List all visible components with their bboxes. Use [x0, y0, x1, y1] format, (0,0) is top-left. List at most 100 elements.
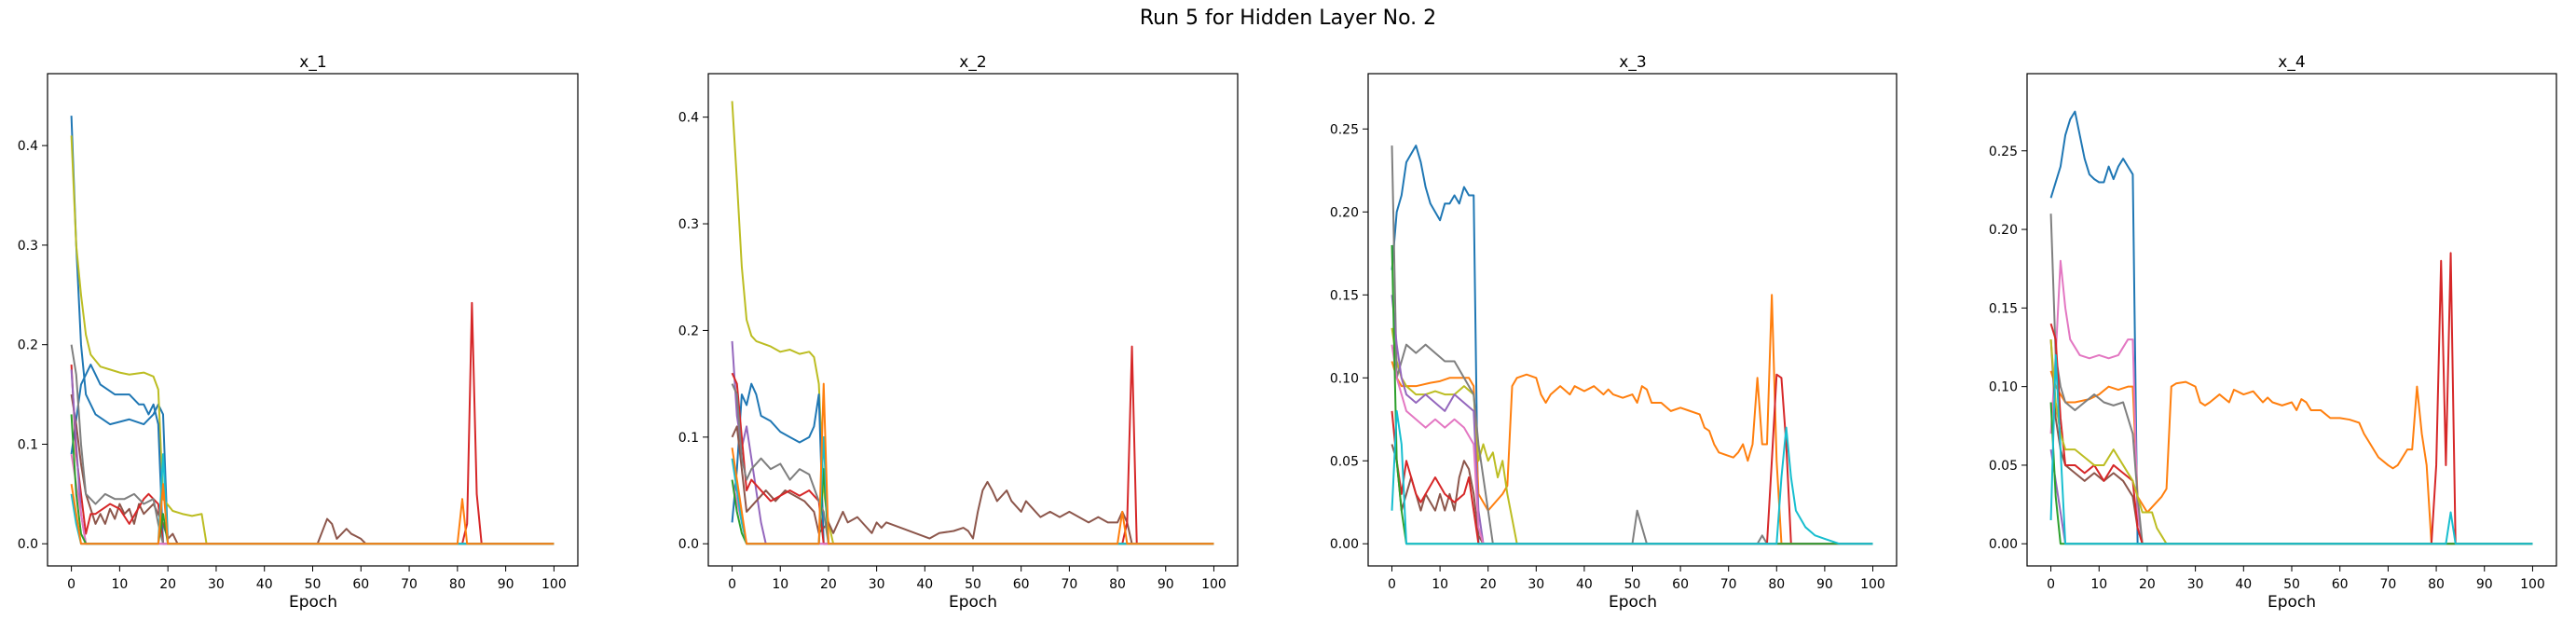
y-tick-label: 0.15: [1330, 288, 1359, 303]
x-tick-label: 50: [1624, 577, 1641, 592]
x-tick-label: 60: [2332, 577, 2349, 592]
x-tick-label: 30: [869, 577, 885, 592]
series-line-1: [70, 116, 555, 545]
x-tick-label: 70: [2379, 577, 2396, 592]
x-tick-label: 10: [1432, 577, 1448, 592]
x-tick-label: 80: [1768, 577, 1785, 592]
x-tick-label: 30: [2187, 577, 2204, 592]
x-axis-label: Epoch: [1609, 593, 1657, 612]
series-line-10: [731, 382, 1214, 545]
y-tick-label: 0.05: [1989, 459, 2018, 474]
x-tick-label: 20: [820, 577, 837, 592]
subplot-title: x_2: [959, 53, 986, 72]
x-tick-label: 80: [2428, 577, 2445, 592]
series-line-2: [1391, 294, 1873, 545]
x-tick-label: 70: [401, 577, 418, 592]
y-tick-label: 0.05: [1330, 454, 1359, 469]
series-line-8: [1391, 344, 1873, 545]
series-line-7: [1391, 295, 1873, 545]
x-tick-label: 0: [1388, 577, 1396, 592]
series-line-3: [70, 364, 555, 545]
y-tick-label: 0.0: [18, 537, 38, 552]
y-tick-label: 0.1: [18, 437, 38, 452]
x-tick-label: 0: [2047, 577, 2055, 592]
subplot-x-4: x_4 Epoch 0 10 20 30 40 50 60 70 80 90 100 0.00 0.05…: [1989, 53, 2557, 612]
series-lines: [1391, 145, 1873, 545]
y-tick-label: 0.25: [1989, 145, 2018, 159]
x-tick-label: 20: [1480, 577, 1497, 592]
x-tick-label: 60: [352, 577, 369, 592]
series-lines: [731, 101, 1214, 545]
y-tick-label: 0.25: [1330, 122, 1359, 137]
y-tick-label: 0.0: [678, 537, 699, 552]
y-tick-label: 0.10: [1330, 371, 1359, 386]
y-tick-label: 0.4: [678, 111, 699, 126]
series-line-3: [1391, 327, 1873, 545]
y-tick-label: 0.20: [1330, 205, 1359, 220]
x-tick-label: 60: [1013, 577, 1030, 592]
y-tick-label: 0.15: [1989, 301, 2018, 316]
x-tick-label: 90: [1816, 577, 1833, 592]
series-line-11: [70, 483, 555, 545]
x-tick-label: 30: [208, 577, 225, 592]
y-tick-label: 0.10: [1989, 380, 2018, 395]
x-tick-label: 0: [728, 577, 736, 592]
series-line-2: [70, 135, 555, 545]
x-tick-label: 100: [541, 577, 567, 592]
series-line-7: [2049, 338, 2533, 545]
x-axis-label: Epoch: [289, 593, 337, 612]
y-tick-label: 0.2: [678, 324, 699, 338]
x-tick-label: 90: [498, 577, 514, 592]
x-tick-label: 20: [2139, 577, 2156, 592]
x-tick-label: 20: [159, 577, 176, 592]
x-tick-label: 50: [965, 577, 981, 592]
x-tick-label: 90: [1158, 577, 1174, 592]
series-line-10: [2049, 353, 2533, 545]
x-tick-label: 80: [1109, 577, 1126, 592]
x-tick-label: 40: [1576, 577, 1593, 592]
series-lines: [70, 116, 555, 545]
series-line-2: [2049, 370, 2533, 545]
subplot-x-1: x_1 Epoch 0 10 20 30 40 50 60 70 80 90 100 0.0 0.1 0.…: [18, 53, 579, 612]
x-tick-label: 10: [2090, 577, 2107, 592]
y-tick-label: 0.4: [18, 139, 38, 154]
x-tick-label: 90: [2476, 577, 2493, 592]
x-tick-label: 10: [772, 577, 788, 592]
subplot-x-2: x_2 Epoch 0 10 20 30 40 50 60 70 80 90 100 0.0 0.1 0.…: [678, 53, 1239, 612]
y-tick-label: 0.00: [1989, 537, 2018, 552]
series-line-5: [731, 345, 1214, 545]
x-tick-label: 50: [305, 577, 322, 592]
y-tick-label: 0.00: [1330, 537, 1359, 552]
y-tick-label: 0.3: [678, 217, 699, 232]
x-tick-label: 70: [1061, 577, 1077, 592]
subplot-x-3: x_3 Epoch 0 10 20 30 40 50 60 70 80 90 100 0.00 0.05…: [1330, 53, 1898, 612]
x-tick-label: 100: [2520, 577, 2545, 592]
x-tick-label: 0: [67, 577, 75, 592]
y-tick-label: 0.20: [1989, 223, 2018, 238]
x-tick-label: 50: [2283, 577, 2300, 592]
x-tick-label: 40: [916, 577, 933, 592]
series-line-10: [1391, 409, 1873, 545]
figure-suptitle: Run 5 for Hidden Layer No. 2: [1140, 7, 1436, 30]
series-lines: [2049, 110, 2533, 545]
x-axis-label: Epoch: [949, 593, 997, 612]
series-line-4: [70, 393, 555, 545]
series-line-5: [70, 301, 555, 545]
y-tick-label: 0.1: [678, 431, 699, 446]
series-line-5: [1391, 444, 1873, 545]
x-tick-label: 100: [1201, 577, 1226, 592]
x-tick-label: 70: [1720, 577, 1737, 592]
series-line-6: [70, 344, 555, 545]
subplot-title: x_1: [299, 53, 326, 72]
series-line-4: [731, 425, 1214, 545]
series-line-1: [1391, 145, 1873, 545]
series-line-3: [2049, 259, 2533, 545]
series-line-4: [2049, 214, 2533, 545]
series-line-6: [2049, 252, 2533, 545]
x-tick-label: 30: [1528, 577, 1544, 592]
x-tick-label: 60: [1672, 577, 1689, 592]
y-tick-label: 0.3: [18, 239, 38, 254]
x-axis-label: Epoch: [2268, 593, 2316, 612]
